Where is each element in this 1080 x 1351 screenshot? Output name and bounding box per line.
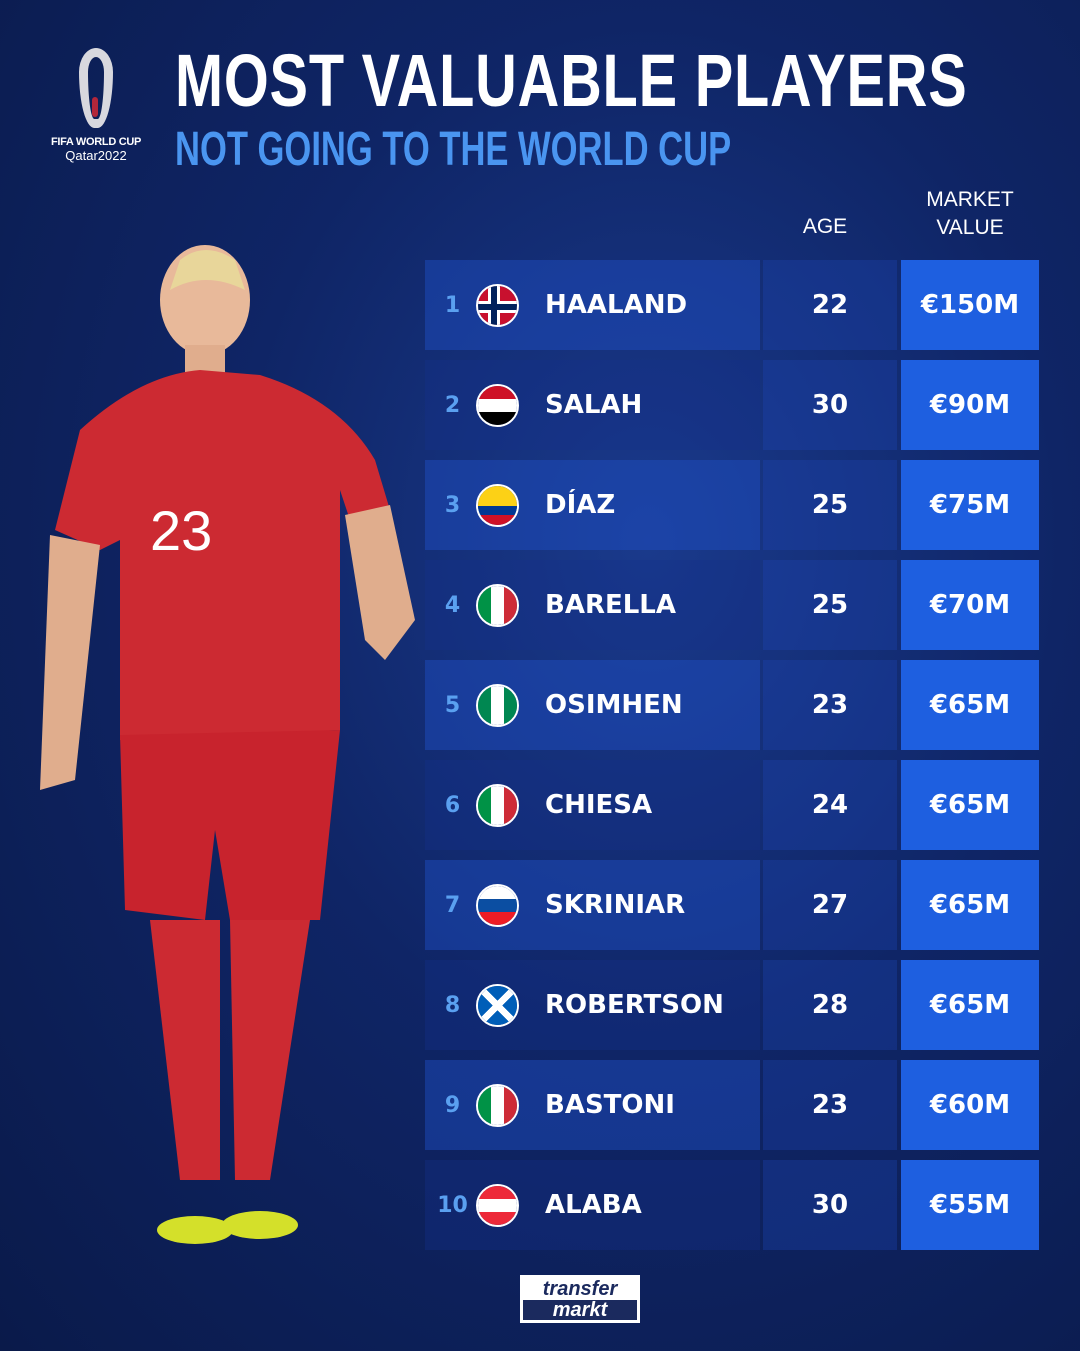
flag-norway-icon [476,284,519,327]
page-title: MOST VALUABLE PLAYERS [175,39,968,122]
table-row: 7 SKRINIAR 27 €65M [425,860,1039,950]
player-cell: 1 HAALAND [425,260,760,350]
player-photo: 23 [40,245,415,1244]
player-name: HAALAND [545,290,688,320]
player-cell: 6 CHIESA [425,760,760,850]
player-shirt [55,370,390,740]
player-name: ROBERTSON [545,990,724,1020]
boot-right [222,1211,298,1239]
logo-line-1: FIFA WORLD CUP [50,136,142,148]
table-row: 2 SALAH 30 €90M [425,360,1039,450]
market-value-cell: €65M [901,960,1039,1050]
transfermarkt-logo: transfer markt [520,1275,640,1323]
flag-scotland-icon [476,984,519,1027]
market-value-cell: €65M [901,660,1039,750]
rank: 3 [444,492,461,518]
player-name: BASTONI [545,1090,675,1120]
age-cell: 25 [763,560,897,650]
player-cell: 2 SALAH [425,360,760,450]
market-value-cell: €150M [901,260,1039,350]
player-cell: 7 SKRINIAR [425,860,760,950]
age-cell: 30 [763,1160,897,1250]
market-value-cell: €75M [901,460,1039,550]
logo-line-2: Qatar2022 [65,148,127,163]
flag-italy-icon [476,584,519,627]
player-cell: 9 BASTONI [425,1060,760,1150]
player-cell: 3 DÍAZ [425,460,760,550]
market-value-cell: €90M [901,360,1039,450]
player-name: SALAH [545,390,643,420]
rank: 10 [437,1192,468,1218]
trophy-icon [79,48,113,128]
page-subtitle: NOT GOING TO THE WORLD CUP [175,123,732,176]
market-value-cell: €60M [901,1060,1039,1150]
table-row: 9 BASTONI 23 €60M [425,1060,1039,1150]
flag-egypt-icon [476,384,519,427]
column-header-line: MARKET [926,188,1014,211]
age-cell: 24 [763,760,897,850]
flag-austria-icon [476,1184,519,1227]
table-row: 6 CHIESA 24 €65M [425,760,1039,850]
player-name: DÍAZ [545,490,616,520]
flag-italy-icon [476,1084,519,1127]
shirt-number: 23 [150,499,212,562]
player-arm-right [345,505,415,660]
brand-line-1: transfer [542,1278,618,1300]
player-leg-right [230,920,310,1180]
rank: 5 [444,692,461,718]
age-cell: 23 [763,1060,897,1150]
flag-slovakia-icon [476,884,519,927]
player-name: OSIMHEN [545,690,683,720]
age-cell: 30 [763,360,897,450]
rank: 2 [444,392,461,418]
player-name: SKRINIAR [545,890,686,920]
table-row: 8 ROBERTSON 28 €65M [425,960,1039,1050]
table-row: 3 DÍAZ 25 €75M [425,460,1039,550]
player-name: BARELLA [545,590,676,620]
market-value-cell: €65M [901,860,1039,950]
flag-nigeria-icon [476,684,519,727]
player-shorts [120,730,340,920]
player-cell: 8 ROBERTSON [425,960,760,1050]
rank: 4 [444,592,461,618]
flag-colombia-icon [476,484,519,527]
table-row: 10 ALABA 30 €55M [425,1160,1039,1250]
rank: 8 [444,992,461,1018]
player-hair [170,250,245,290]
player-cell: 4 BARELLA [425,560,760,650]
player-name: ALABA [545,1190,642,1220]
table-row: 4 BARELLA 25 €70M [425,560,1039,650]
table-row: 1 HAALAND 22 €150M [425,260,1039,350]
column-header-line: VALUE [936,216,1004,239]
age-cell: 28 [763,960,897,1050]
player-leg-left [150,920,220,1180]
rank: 1 [444,292,461,318]
age-cell: 25 [763,460,897,550]
age-cell: 23 [763,660,897,750]
brand-line-2: markt [523,1300,637,1320]
table-row: 5 OSIMHEN 23 €65M [425,660,1039,750]
fifa-world-cup-logo: FIFA WORLD CUP Qatar2022 [44,48,148,163]
column-header-market-value: MARKET VALUE [900,186,1040,242]
market-value-cell: €65M [901,760,1039,850]
flag-italy-icon [476,784,519,827]
rank: 6 [444,792,461,818]
player-arm-left [40,535,100,790]
age-cell: 22 [763,260,897,350]
player-cell: 5 OSIMHEN [425,660,760,750]
market-value-cell: €55M [901,1160,1039,1250]
rank: 7 [444,892,461,918]
age-cell: 27 [763,860,897,950]
boot-left [157,1216,233,1244]
market-value-cell: €70M [901,560,1039,650]
rank: 9 [444,1092,461,1118]
player-cell: 10 ALABA [425,1160,760,1250]
player-name: CHIESA [545,790,653,820]
column-header-age: AGE [802,215,848,238]
